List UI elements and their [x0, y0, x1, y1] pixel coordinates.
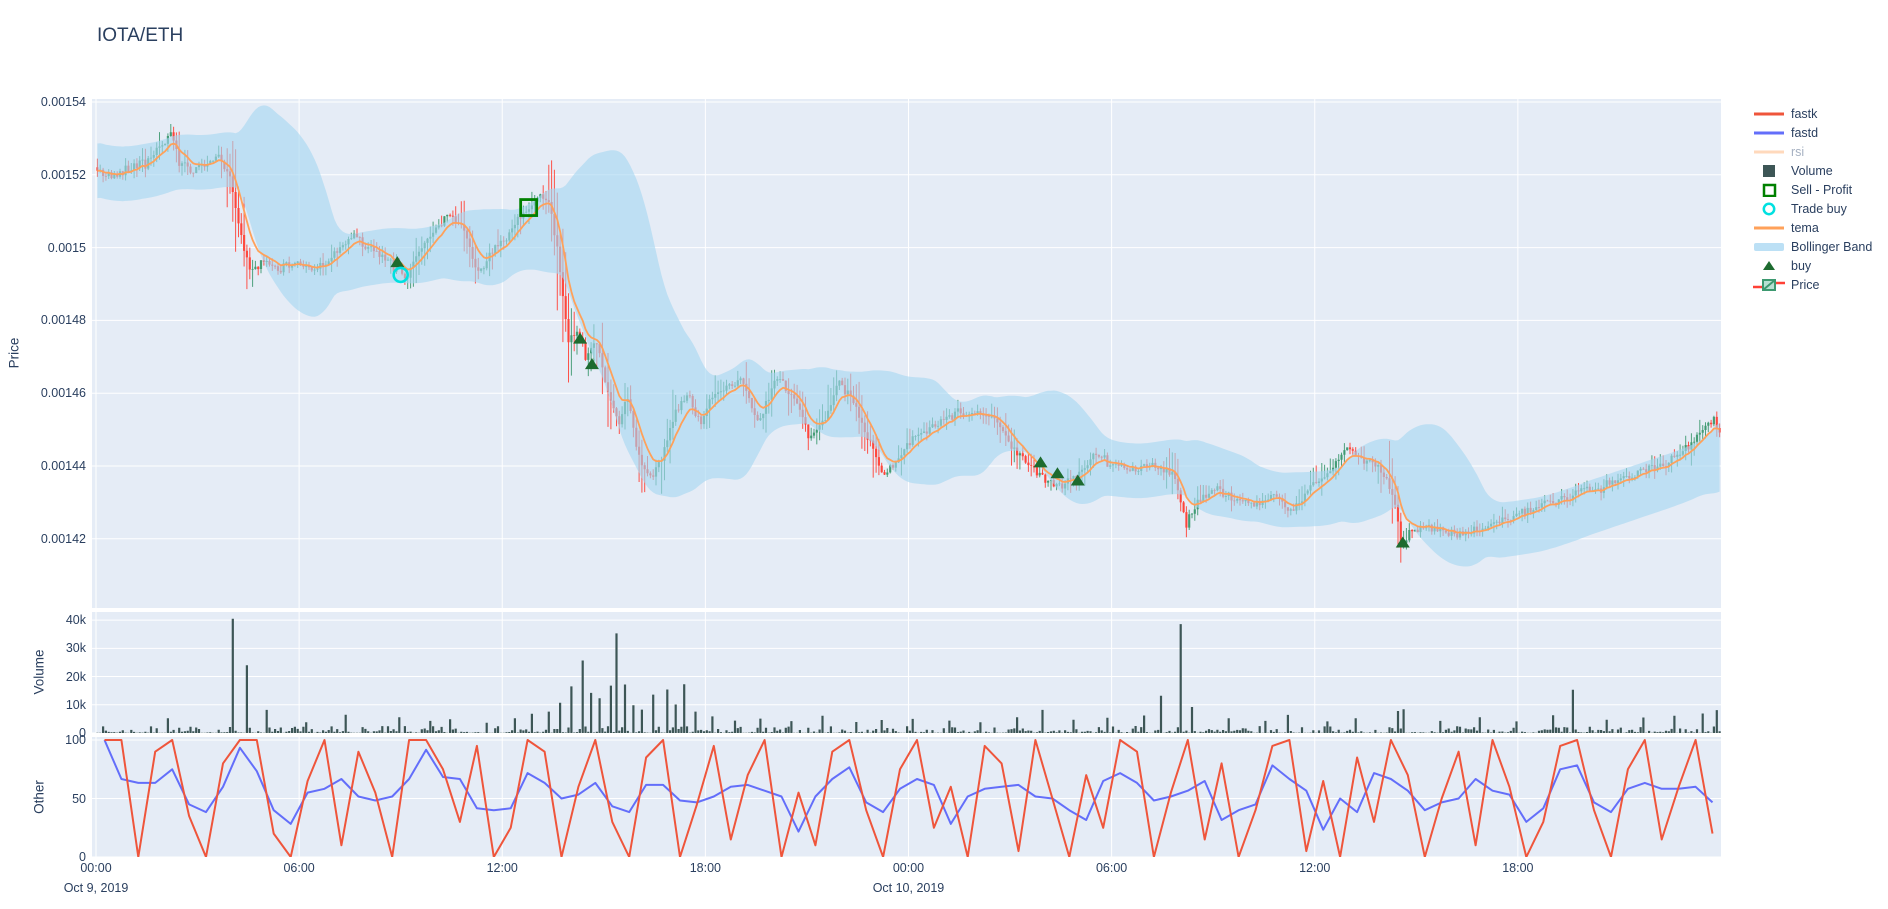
buy-marker[interactable]: [1395, 536, 1410, 548]
band-swatch-icon: [1754, 242, 1784, 251]
volume-tick-label: 0: [79, 726, 86, 740]
x-tick-label: 06:00: [283, 861, 315, 875]
legend-item-volume[interactable]: Volume: [1752, 161, 1872, 180]
legend-item-trade-buy[interactable]: Trade buy: [1752, 199, 1872, 218]
legend-label: Sell - Profit: [1791, 182, 1853, 197]
open-square-swatch-icon: [1762, 183, 1777, 197]
legend-label: Bollinger Band: [1791, 239, 1873, 254]
open-circle-swatch-icon: [1762, 202, 1776, 215]
line-swatch-icon: [1754, 131, 1784, 134]
legend-label: Volume: [1791, 163, 1833, 178]
x-date-label: Oct 10, 2019: [872, 881, 945, 895]
legend-label: tema: [1791, 220, 1819, 235]
tema-line: [97, 142, 1720, 534]
x-tick-label: 12:00: [486, 861, 518, 875]
buy-marker[interactable]: [584, 358, 599, 370]
legend-item-bollinger-band[interactable]: Bollinger Band: [1752, 237, 1872, 256]
legend-label: Trade buy: [1791, 201, 1847, 216]
page-title: IOTA/ETH: [97, 25, 184, 46]
legend-label: Price: [1791, 277, 1820, 292]
other-tick-label: 100: [65, 733, 86, 747]
bollinger-band-area: [97, 105, 1720, 567]
fastd-line: [103, 739, 1714, 833]
legend-item-fastk[interactable]: fastk: [1752, 104, 1872, 123]
legend-item-price[interactable]: Price: [1752, 275, 1872, 294]
legend-item-buy[interactable]: buy: [1752, 256, 1872, 275]
trade-buy-marker[interactable]: [392, 266, 409, 284]
other-panel[interactable]: [92, 737, 1721, 857]
square-swatch-icon: [1763, 164, 1775, 177]
candle-swatch-icon: [1753, 278, 1785, 291]
panel-volume-svg[interactable]: [92, 612, 1721, 733]
x-tick-label: 12:00: [1299, 861, 1331, 875]
legend-label: buy: [1791, 258, 1812, 273]
x-tick-label: 06:00: [1095, 861, 1128, 875]
legend-item-tema[interactable]: tema: [1752, 218, 1872, 237]
x-tick-label: 00:00: [80, 861, 112, 875]
line-swatch-icon: [1754, 150, 1784, 153]
volume-tick-label: 30k: [65, 641, 86, 656]
price-axis-title: Price: [6, 337, 22, 369]
volume-panel[interactable]: [92, 612, 1721, 733]
price-tick-label: 0.00144: [40, 459, 86, 473]
x-tick-label: 18:00: [1502, 861, 1534, 875]
price-tick-label: 0.00142: [40, 531, 86, 546]
price-tick-label: 0.00152: [40, 167, 86, 182]
fastk-line: [104, 739, 1714, 857]
panel-price-svg[interactable]: [92, 99, 1721, 608]
line-swatch-icon: [1754, 112, 1784, 115]
x-date-label: Oct 9, 2019: [63, 881, 129, 895]
price-tick-label: 0.00154: [40, 95, 86, 109]
volume-tick-label: 40k: [65, 613, 86, 628]
legend-item-fastd[interactable]: fastd: [1752, 123, 1872, 142]
price-tick-label: 0.00146: [40, 386, 86, 401]
buy-marker[interactable]: [390, 256, 405, 268]
x-tick-label: 00:00: [892, 861, 925, 875]
legend-item-rsi[interactable]: rsi: [1752, 142, 1872, 161]
line-swatch-icon: [1754, 226, 1784, 229]
buy-marker[interactable]: [1070, 474, 1085, 486]
legend: fastk fastd rsi Volume Sell - Profit Trade bu…: [1752, 104, 1872, 294]
buy-marker[interactable]: [1033, 456, 1048, 468]
volume-tick-label: 10k: [65, 697, 86, 712]
panel-other-svg[interactable]: [92, 737, 1721, 857]
buy-marker[interactable]: [573, 332, 588, 344]
price-tick-label: 0.0015: [47, 240, 86, 255]
legend-label: fastd: [1791, 125, 1819, 140]
buy-marker[interactable]: [1050, 467, 1065, 479]
legend-label: rsi: [1791, 144, 1805, 159]
price-tick-label: 0.00148: [40, 313, 86, 328]
price-panel[interactable]: [92, 99, 1721, 608]
sell-profit-marker[interactable]: [519, 198, 539, 217]
legend-label: fastk: [1791, 106, 1818, 121]
other-tick-label: 50: [72, 791, 86, 806]
triangle-swatch-icon: [1763, 260, 1775, 270]
volume-tick-label: 20k: [65, 669, 86, 684]
x-tick-label: 18:00: [689, 861, 721, 875]
legend-item-sell-profit[interactable]: Sell - Profit: [1752, 180, 1872, 199]
other-tick-label: 0: [79, 850, 86, 864]
